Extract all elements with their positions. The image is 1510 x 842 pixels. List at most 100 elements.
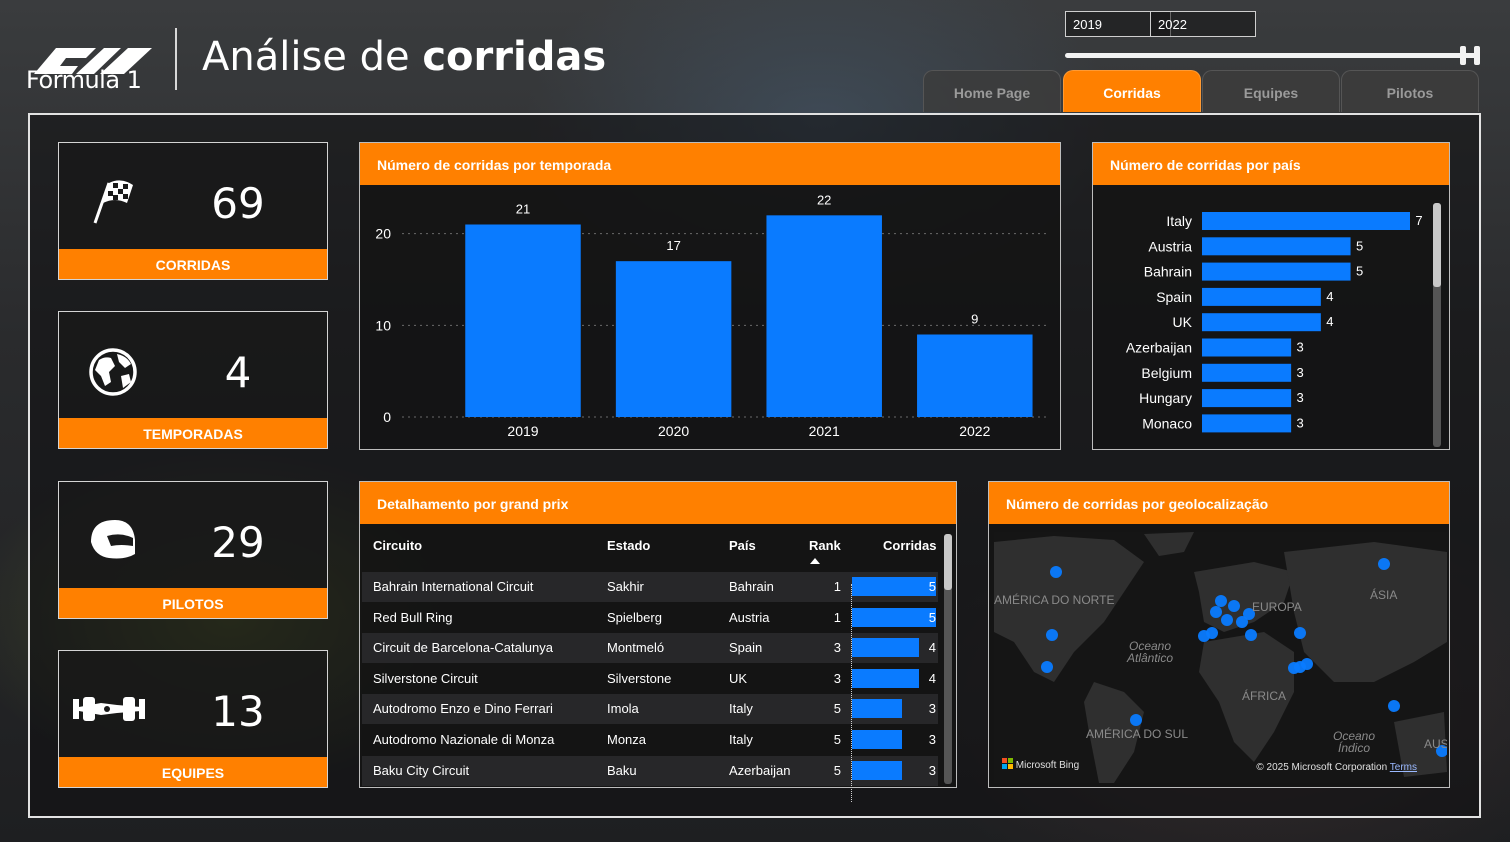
- world-map-canvas[interactable]: [994, 532, 1447, 783]
- race-location-marker[interactable]: [1210, 606, 1222, 618]
- kpi-label-temporadas: TEMPORADAS: [59, 418, 327, 448]
- geo-map-title: Número de corridas por geolocalização: [989, 482, 1449, 524]
- cell-corridas-bar: [852, 730, 903, 749]
- season-bar[interactable]: [917, 334, 1033, 418]
- country-label: Azerbaijan: [1126, 340, 1192, 356]
- cell-estado: Spielberg: [607, 609, 662, 625]
- country-label: UK: [1173, 314, 1193, 330]
- country-bar-value-label: 3: [1297, 365, 1304, 380]
- race-location-marker[interactable]: [1228, 600, 1240, 612]
- country-bar[interactable]: [1202, 414, 1292, 433]
- country-bar[interactable]: [1202, 389, 1292, 408]
- country-bar[interactable]: [1202, 287, 1321, 306]
- country-bar-value-label: 5: [1356, 238, 1363, 253]
- table-row[interactable]: Red Bull Ring Spielberg Austria 1 5: [362, 603, 938, 633]
- cell-pais: UK: [729, 670, 748, 686]
- race-location-marker[interactable]: [1046, 629, 1058, 641]
- country-bar[interactable]: [1202, 363, 1292, 382]
- x-tick-label: 2020: [658, 423, 689, 439]
- season-bar[interactable]: [766, 215, 882, 417]
- cell-corridas: 3: [928, 701, 936, 717]
- country-bar[interactable]: [1202, 237, 1351, 256]
- country-label: Bahrain: [1144, 264, 1192, 280]
- cell-pais: Austria: [729, 609, 770, 625]
- cell-rank: 3: [833, 640, 841, 656]
- country-bar[interactable]: [1202, 262, 1351, 281]
- map-label-indian: Oceano Índico: [1332, 729, 1376, 755]
- country-chart-scroll-thumb[interactable]: [1433, 203, 1441, 287]
- table-row[interactable]: Silverstone Circuit Silverstone UK 3 4: [362, 664, 938, 694]
- table-row[interactable]: Circuit de Barcelona-Catalunya Montmeló Sp…: [362, 633, 938, 664]
- year-slider-start-handle[interactable]: [1460, 46, 1466, 65]
- race-location-marker[interactable]: [1236, 616, 1248, 628]
- race-location-marker[interactable]: [1215, 595, 1227, 607]
- cell-pais: Bahrain: [729, 579, 774, 594]
- col-header-pais[interactable]: País: [729, 538, 756, 553]
- tab-corridas[interactable]: Corridas: [1063, 70, 1201, 112]
- map-terms-link[interactable]: Terms: [1389, 762, 1417, 773]
- country-label: Hungary: [1139, 390, 1192, 406]
- year-slider-end-handle[interactable]: [1474, 46, 1480, 65]
- checkered-flag-icon: [93, 180, 133, 224]
- season-bar[interactable]: [465, 224, 581, 418]
- race-location-marker[interactable]: [1050, 566, 1062, 578]
- race-location-marker[interactable]: [1288, 662, 1300, 674]
- table-row[interactable]: Autodromo Nazionale di Monza Monza Italy 5 3: [362, 725, 938, 755]
- country-label: Monaco: [1142, 415, 1192, 431]
- x-tick-label: 2021: [809, 423, 840, 439]
- kpi-card-pilotos: 29 PILOTOS: [58, 481, 328, 619]
- race-location-marker[interactable]: [1130, 714, 1142, 726]
- cell-corridas-bar: [852, 760, 903, 780]
- country-bar[interactable]: [1202, 212, 1410, 230]
- map-label-asia: ÁSIA: [1370, 588, 1398, 602]
- season-bar-value-label: 21: [516, 202, 530, 217]
- cell-estado: Monza: [607, 732, 647, 747]
- race-location-marker[interactable]: [1378, 558, 1390, 570]
- country-bar[interactable]: [1202, 313, 1321, 332]
- kpi-card-corridas: 69 CORRIDAS: [58, 142, 328, 280]
- tab-home-page[interactable]: Home Page: [923, 70, 1061, 112]
- year-slider-track[interactable]: [1065, 53, 1477, 58]
- col-header-rank[interactable]: Rank: [809, 538, 841, 553]
- end-year-input[interactable]: 2022: [1150, 11, 1256, 37]
- country-bar[interactable]: [1202, 338, 1292, 357]
- table-scroll-thumb[interactable]: [944, 534, 952, 590]
- table-row[interactable]: Autodromo Enzo e Dino Ferrari Imola Italy 5…: [362, 694, 938, 725]
- race-location-marker[interactable]: [1243, 608, 1255, 620]
- map-label-north-america: AMÉRICA DO NORTE: [994, 593, 1115, 607]
- race-location-marker[interactable]: [1245, 629, 1257, 641]
- country-bar-value-label: 4: [1326, 314, 1333, 329]
- col-header-corridas[interactable]: Corridas: [883, 538, 937, 553]
- col-header-estado[interactable]: Estado: [607, 538, 651, 553]
- race-location-marker[interactable]: [1436, 745, 1447, 757]
- cell-corridas-bar: [852, 638, 920, 658]
- race-location-marker[interactable]: [1221, 614, 1233, 626]
- col-header-circuito[interactable]: Circuito: [373, 538, 423, 553]
- country-bar-value-label: 3: [1297, 340, 1304, 355]
- world-map[interactable]: AMÉRICA DO NORTE EUROPA ÁSIA Oceano Atlâ…: [994, 532, 1447, 783]
- table-row[interactable]: Bahrain International Circuit Sakhir Bahra…: [362, 572, 938, 602]
- table-row[interactable]: Baku City Circuit Baku Azerbaijan 5 3: [362, 755, 938, 786]
- map-landmass: [1084, 682, 1144, 783]
- cell-estado: Baku: [607, 762, 637, 778]
- tab-pilotos[interactable]: Pilotos: [1341, 70, 1479, 112]
- country-label: Spain: [1156, 289, 1192, 305]
- race-location-marker[interactable]: [1388, 700, 1400, 712]
- tab-equipes[interactable]: Equipes: [1202, 70, 1340, 112]
- season-chart-title: Número de corridas por temporada: [360, 143, 1060, 185]
- table-scrollbar[interactable]: [944, 534, 952, 784]
- country-bar-value-label: 4: [1326, 289, 1333, 304]
- cell-rank: 1: [833, 579, 841, 594]
- y-tick-label: 20: [375, 226, 391, 242]
- cell-circuito: Red Bull Ring: [373, 609, 453, 625]
- season-bar[interactable]: [615, 261, 732, 417]
- race-location-marker[interactable]: [1041, 661, 1053, 673]
- country-bar-value-label: 3: [1297, 415, 1304, 430]
- race-location-marker[interactable]: [1198, 630, 1210, 642]
- cell-circuito: Autodromo Nazionale di Monza: [373, 732, 555, 747]
- race-location-marker[interactable]: [1294, 627, 1306, 639]
- map-landmass: [1144, 532, 1194, 556]
- country-chart-scrollbar[interactable]: [1433, 203, 1441, 447]
- microsoft-logo-icon: [1002, 758, 1013, 769]
- logo-text: Formula 1: [26, 66, 142, 94]
